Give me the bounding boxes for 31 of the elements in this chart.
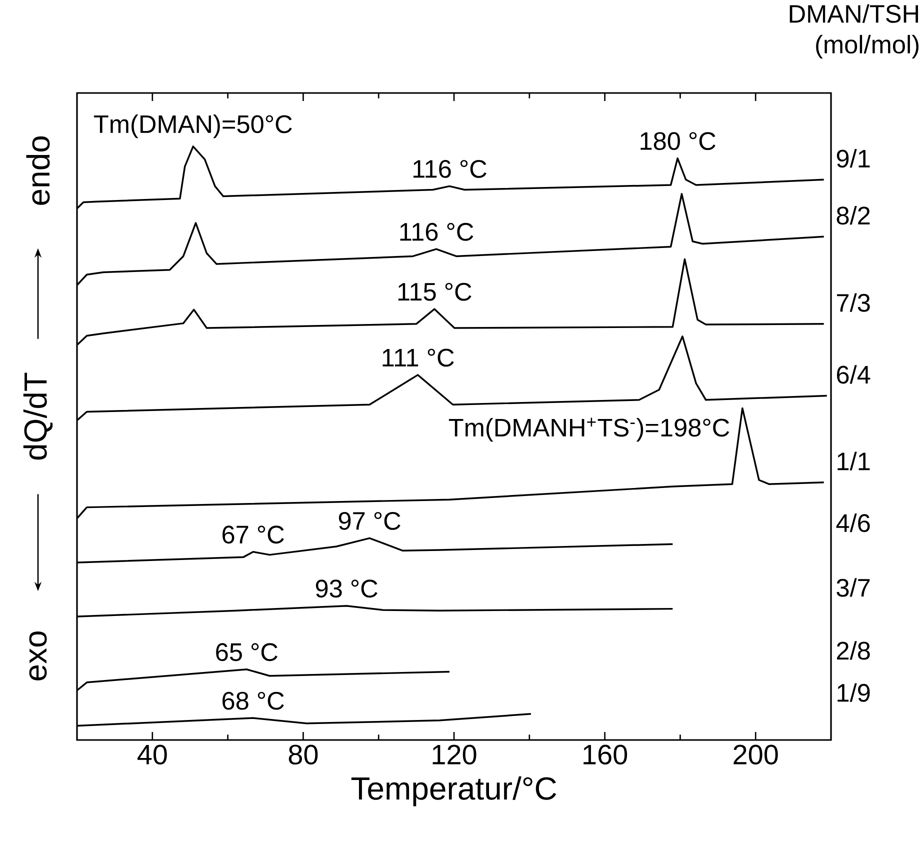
annotation: 65 °C bbox=[216, 643, 278, 662]
series-label: 6/4 bbox=[836, 365, 870, 384]
text: 4/6 bbox=[836, 513, 870, 532]
x-tick-label: 200 bbox=[734, 744, 778, 765]
series-label: 1/1 bbox=[838, 452, 870, 470]
annotation: 93 °C bbox=[316, 580, 378, 598]
text: exo bbox=[29, 631, 47, 680]
text: 1/9 bbox=[838, 683, 870, 702]
legend-title: DMAN/TSH (mol/mol) bbox=[790, 4, 918, 59]
annotation: 116 °C bbox=[413, 160, 486, 178]
x-tick-label: 80 bbox=[288, 744, 318, 765]
annotation: 115 °C bbox=[398, 282, 472, 301]
x-axis-title: Temperatur/°C bbox=[351, 776, 556, 806]
annotation: 68 °C bbox=[222, 692, 284, 710]
annotation: 111 °C bbox=[382, 348, 454, 367]
annotation: Tm(DMAN)=50°C bbox=[94, 114, 292, 138]
annotation: 116 °C bbox=[400, 222, 474, 241]
text: endo bbox=[26, 136, 50, 205]
text: 2/8 bbox=[836, 641, 870, 660]
annotation: Tm(DMANH$^{+}$TS$^{-}$)=198°C bbox=[448, 418, 730, 442]
text: 3/7 bbox=[836, 578, 870, 597]
annotation: 180 °C bbox=[640, 132, 716, 150]
x-tick-label: 120 bbox=[432, 744, 476, 765]
series-label: 8/2 bbox=[836, 206, 870, 225]
x-tick-label: 160 bbox=[584, 744, 628, 765]
annotation: 67 °C bbox=[222, 526, 284, 544]
series-label: 7/3 bbox=[837, 293, 870, 312]
series-label: 9/1 bbox=[836, 149, 870, 168]
annotation: 97 °C bbox=[338, 512, 400, 530]
y-axis-title: dQ/dT bbox=[23, 372, 53, 460]
x-tick-label: 40 bbox=[137, 744, 167, 765]
